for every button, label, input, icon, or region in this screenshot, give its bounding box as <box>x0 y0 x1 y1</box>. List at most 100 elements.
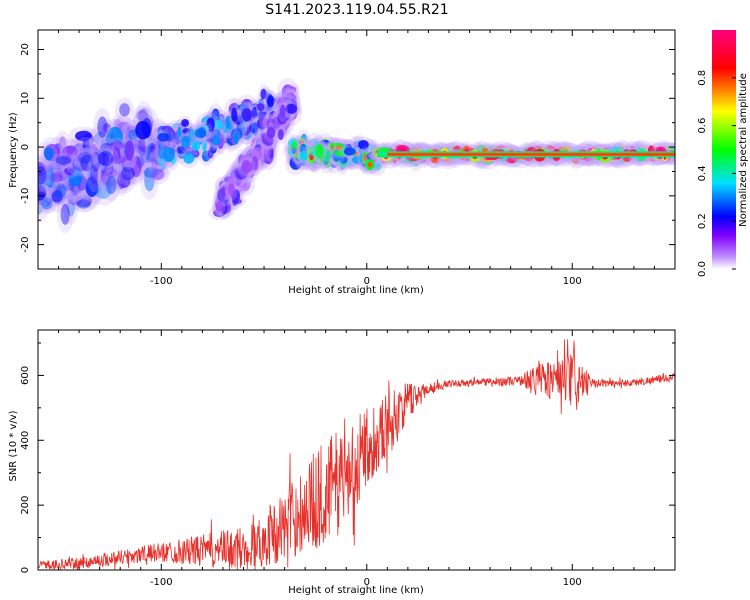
spectrum-blob <box>119 103 130 117</box>
snr-x-tick-label: -100 <box>150 577 173 588</box>
spectrum-core <box>298 140 304 146</box>
spectrum-blob <box>44 147 54 161</box>
spectrum-blob <box>201 138 207 152</box>
spectrum-blob <box>105 176 117 195</box>
spectrum-blob <box>134 139 144 153</box>
figure-title: S141.2023.119.04.55.R21 <box>265 2 448 18</box>
snr-x-tick-label: 100 <box>563 577 582 588</box>
spectrum-blob <box>76 199 91 209</box>
spectrum-blob <box>260 88 267 100</box>
spectrum-blob <box>251 106 257 119</box>
spectrum-halo <box>42 169 69 186</box>
spectrum-blob <box>58 136 67 151</box>
spectrum-blob <box>117 171 126 190</box>
spectrum-blob <box>51 190 63 203</box>
spectrogram-image <box>38 78 675 234</box>
spectrum-blob <box>288 86 297 94</box>
spectrum-blob <box>177 127 183 141</box>
spectrum-blob <box>60 203 70 225</box>
spectrum-halo <box>93 107 112 147</box>
spectrum-halo <box>49 177 72 204</box>
spectrum-blob <box>227 183 235 196</box>
spectrogram-y-tick-label: -20 <box>20 236 31 252</box>
spectrum-blob <box>157 132 170 142</box>
spectrum-halo <box>86 155 102 193</box>
spectrum-blob <box>55 156 72 165</box>
spectrum-blob <box>71 157 89 172</box>
spectrum-halo <box>146 164 170 185</box>
spectrum-halo <box>115 161 141 186</box>
spectrum-halo <box>49 152 78 169</box>
spectrum-core <box>367 161 373 168</box>
spectrum-blob <box>315 143 324 159</box>
spectrum-core <box>330 145 334 152</box>
snr-y-tick-label: 400 <box>20 431 31 450</box>
spectrum-blob <box>343 147 356 156</box>
spectrum-halo <box>140 161 159 200</box>
snr-y-label: SNR (10 * v/v) <box>8 410 19 481</box>
spectrum-core <box>335 145 342 151</box>
spectrum-blob <box>97 116 108 138</box>
snr-series-line <box>38 339 675 570</box>
spectrum-halo <box>70 195 97 213</box>
spectrum-blob <box>136 110 148 122</box>
spectrum-blob <box>85 175 99 198</box>
spectrogram-x-tick-label: 0 <box>364 276 370 287</box>
colorbar-tick-label: 0.6 <box>697 118 708 134</box>
spectrum-blob <box>79 144 92 164</box>
spectrum-blob <box>53 170 68 182</box>
spectrum-blob <box>80 154 94 172</box>
snr-y-tick-label: 600 <box>20 366 31 385</box>
spectrum-blob <box>74 157 85 167</box>
spectrogram-x-tick-label: 100 <box>563 276 582 287</box>
colorbar-tick-label: 0.2 <box>697 213 708 229</box>
spectrum-blob <box>256 103 265 112</box>
spectrum-blob <box>191 140 201 151</box>
snr-panel: -100 0 100 0 200 400 600 Height of straight li… <box>8 329 676 596</box>
spectrum-blob <box>256 111 267 119</box>
spectrum-blob <box>176 146 186 154</box>
spectrogram-y-label: Frequency (Hz) <box>8 112 19 188</box>
spectrum-halo <box>74 147 99 179</box>
spectrum-blob <box>100 166 112 185</box>
spectrum-halo <box>56 195 74 234</box>
spectrum-blob <box>333 150 346 157</box>
colorbar-tick-label: 0.8 <box>697 70 708 86</box>
spectrum-halo <box>130 134 148 158</box>
spectrum-blob <box>61 145 79 163</box>
spectrum-blob <box>188 128 196 143</box>
spectrum-blob <box>103 122 111 133</box>
spectrum-blob <box>64 167 75 176</box>
spectrum-blob <box>339 155 348 164</box>
spectrogram-y-tick-label: -10 <box>20 188 31 204</box>
spectrum-blob <box>194 128 207 139</box>
spectrum-blob <box>182 127 191 135</box>
spectrum-blob <box>54 183 67 198</box>
spectrum-blob <box>94 182 112 199</box>
spectrum-blob <box>241 108 253 122</box>
spectrum-blob <box>91 151 100 173</box>
colorbar: 0.0 0.2 0.4 0.6 0.8 Normalized spectral ampl… <box>697 30 749 277</box>
spectrum-blob <box>291 140 298 150</box>
spectrum-blob <box>233 133 239 145</box>
snr-ticks: -100 0 100 0 200 400 600 <box>20 330 676 588</box>
spectrum-blob <box>38 162 46 176</box>
spectrogram-y-tick-label: 10 <box>20 92 31 105</box>
spectrum-blob <box>358 139 369 150</box>
spectrum-halo <box>96 159 116 192</box>
spectrum-blob <box>108 141 125 151</box>
spectrum-halo <box>92 144 120 173</box>
spectrum-blob <box>220 200 228 215</box>
spectrum-halo <box>62 190 88 210</box>
spectrogram-y-tick-label: 20 <box>20 43 31 56</box>
spectrum-halo <box>65 152 95 177</box>
spectrum-blob <box>75 194 93 207</box>
spectrum-blob <box>89 164 99 185</box>
spectrum-blob <box>241 159 252 174</box>
spectrum-blob <box>280 104 286 117</box>
spectrum-blob <box>183 152 195 164</box>
spectrum-blob <box>121 166 136 181</box>
spectrum-blob <box>144 169 155 192</box>
